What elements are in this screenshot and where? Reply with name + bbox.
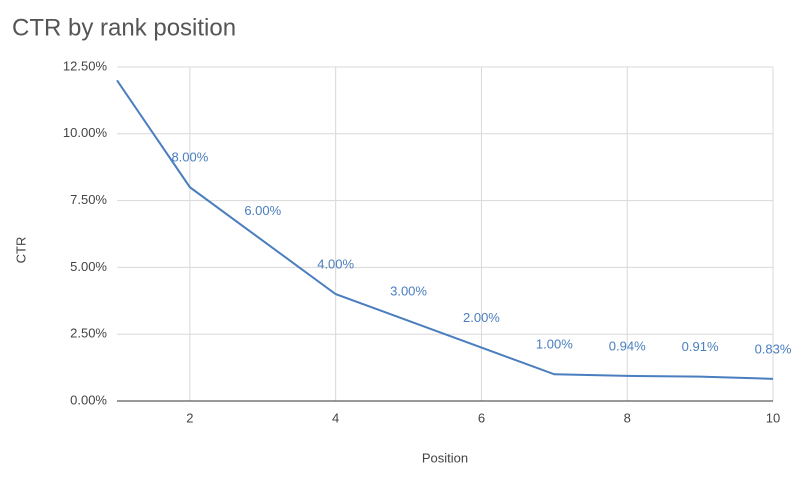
data-label: 6.00% <box>244 203 281 218</box>
data-label: 3.00% <box>390 283 427 298</box>
x-tick-label: 6 <box>478 410 485 425</box>
x-tick-label: 2 <box>186 410 193 425</box>
x-axis-label: Position <box>422 450 468 465</box>
x-tick-label: 4 <box>332 410 339 425</box>
data-label: 0.94% <box>609 338 646 353</box>
y-tick-label: 10.00% <box>63 125 108 140</box>
x-tick-label: 8 <box>624 410 631 425</box>
y-tick-label: 12.50% <box>63 58 108 73</box>
data-label: 1.00% <box>536 337 573 352</box>
y-tick-label: 7.50% <box>70 192 107 207</box>
y-tick-label: 5.00% <box>70 259 107 274</box>
y-tick-label: 0.00% <box>70 392 107 407</box>
data-label: 4.00% <box>317 257 354 272</box>
data-label: 2.00% <box>463 310 500 325</box>
data-line <box>116 79 774 380</box>
chart-title: CTR by rank position <box>12 14 236 41</box>
data-label: 0.91% <box>682 339 719 354</box>
x-tick-label: 10 <box>766 410 780 425</box>
data-label: 0.83% <box>755 341 792 356</box>
data-label: 8.00% <box>171 150 208 165</box>
y-tick-label: 2.50% <box>70 326 107 341</box>
y-axis-label: CTR <box>13 237 28 264</box>
